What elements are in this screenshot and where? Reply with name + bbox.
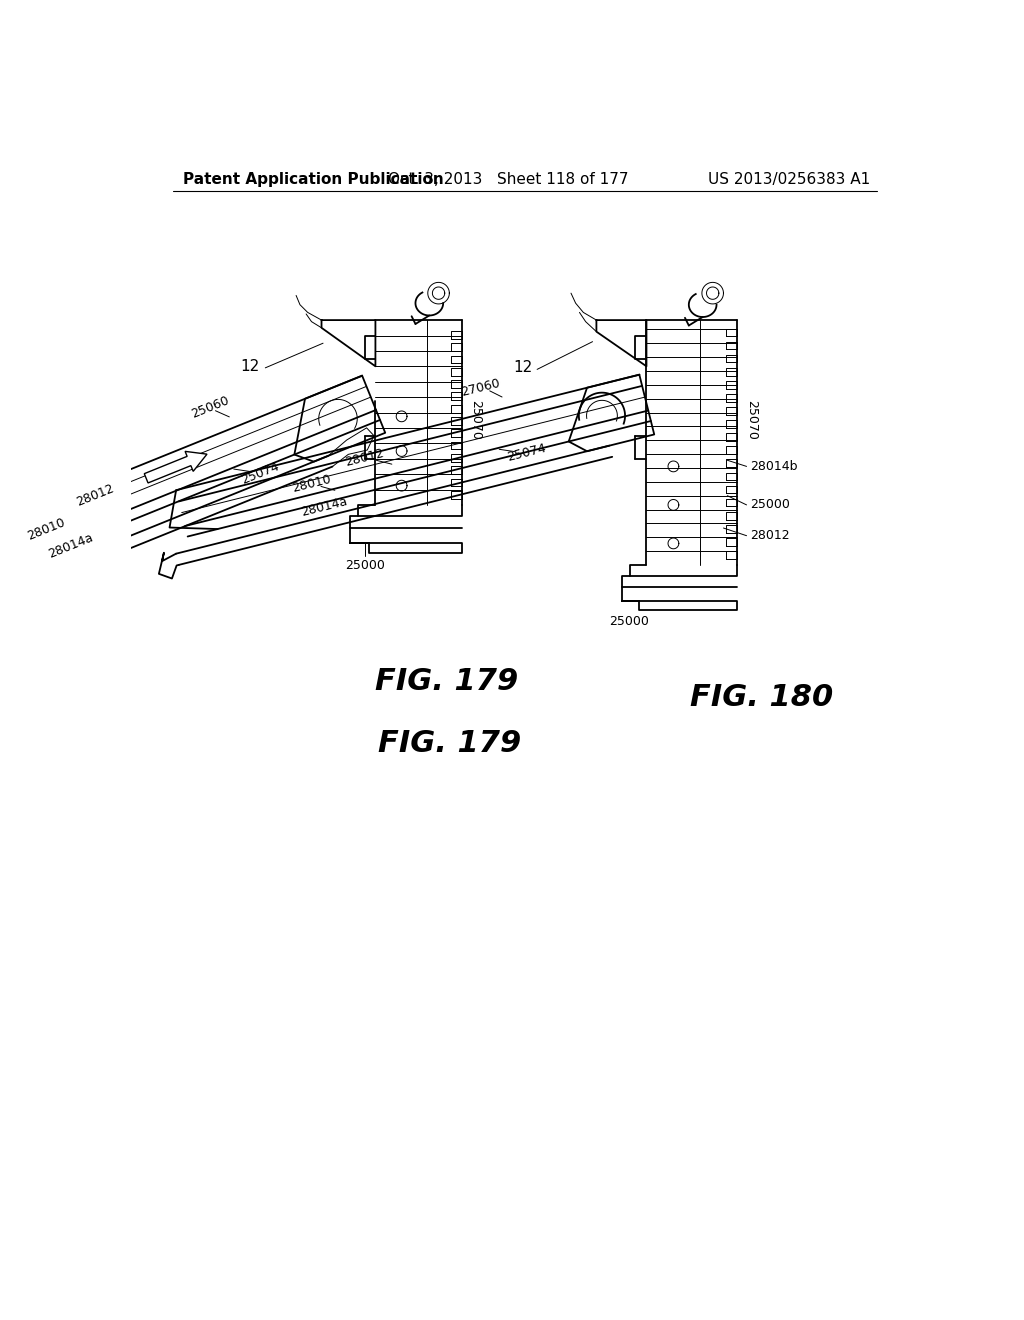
Text: Patent Application Publication: Patent Application Publication: [183, 172, 443, 186]
Polygon shape: [144, 451, 207, 483]
Text: 28014b: 28014b: [750, 459, 797, 473]
Text: 25070: 25070: [745, 400, 758, 440]
Text: 28012: 28012: [75, 482, 116, 510]
Text: 25070: 25070: [469, 400, 482, 440]
Text: 28010: 28010: [291, 473, 333, 495]
Text: 25074: 25074: [240, 459, 282, 486]
Text: FIG. 179: FIG. 179: [375, 668, 518, 697]
Text: 25000: 25000: [345, 558, 385, 572]
Text: 12: 12: [241, 359, 260, 374]
Text: 27060: 27060: [460, 376, 502, 399]
Text: Oct. 3, 2013   Sheet 118 of 177: Oct. 3, 2013 Sheet 118 of 177: [388, 172, 628, 186]
Text: 28014a: 28014a: [300, 495, 349, 519]
Text: US 2013/0256383 A1: US 2013/0256383 A1: [708, 172, 869, 186]
Text: FIG. 180: FIG. 180: [690, 682, 834, 711]
Text: 12: 12: [513, 360, 532, 375]
Text: 25074: 25074: [505, 442, 547, 465]
Text: 25000: 25000: [750, 499, 790, 511]
Text: 28012: 28012: [344, 447, 386, 469]
Text: 28010: 28010: [26, 516, 68, 543]
Text: 25000: 25000: [609, 615, 649, 628]
Text: 28014a: 28014a: [47, 531, 95, 561]
Text: 25060: 25060: [189, 395, 231, 421]
Text: FIG. 179: FIG. 179: [379, 729, 522, 758]
Text: 28012: 28012: [750, 529, 790, 543]
